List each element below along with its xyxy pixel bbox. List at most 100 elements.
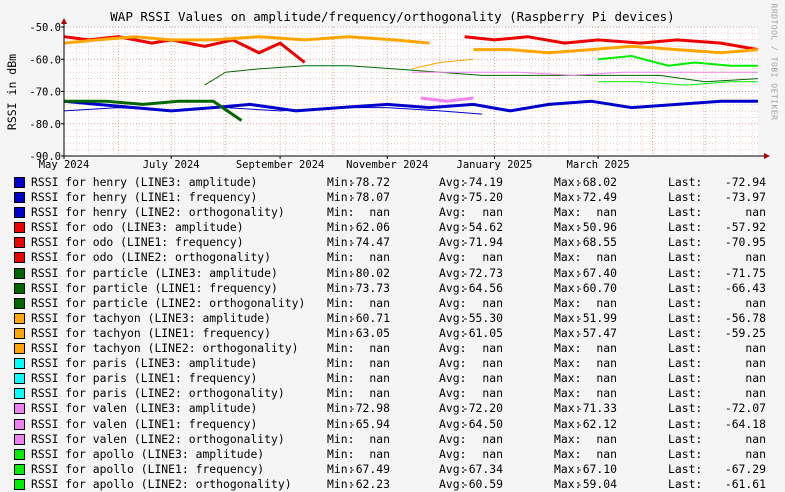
legend-last-label: Last:	[668, 401, 703, 416]
legend-min-value: -63.05	[348, 325, 390, 340]
legend-max-label: Max:	[554, 401, 582, 416]
legend-avg-value: nan	[482, 431, 503, 446]
y-tick-label: -60.0	[29, 54, 61, 66]
legend-row: RSSI for apollo (LINE1: frequency) Min: -6…	[14, 462, 774, 477]
legend-swatch	[14, 297, 25, 309]
legend-series-name: RSSI for valen (LINE1: frequency)	[31, 416, 258, 431]
legend-max-value: -60.70	[575, 280, 617, 295]
legend-avg-value: -55.30	[461, 310, 503, 325]
legend-last-label: Last:	[668, 190, 703, 205]
legend-max-value: -50.96	[575, 220, 617, 235]
legend-max-value: nan	[596, 446, 617, 461]
legend-max-value: nan	[596, 205, 617, 220]
legend-avg-label: Avg:	[439, 325, 467, 340]
x-tick-label: September 2024	[236, 159, 325, 171]
legend-max-value: -68.02	[575, 175, 617, 189]
legend-row: RSSI for tachyon (LINE3: amplitude) Min: -…	[14, 311, 774, 326]
legend-max-value: nan	[596, 341, 617, 356]
legend-min-value: -65.94	[348, 416, 390, 431]
legend-last-label: Last:	[668, 431, 703, 446]
legend-row: RSSI for henry (LINE1: frequency) Min: -78…	[14, 190, 774, 205]
legend-last-value: -57.92	[724, 220, 766, 235]
legend-last-label: Last:	[668, 280, 703, 295]
legend-avg-label: Avg:	[439, 280, 467, 295]
legend-min-value: -80.02	[348, 265, 390, 280]
chart-title: WAP RSSI Values on amplitude/frequency/o…	[110, 9, 675, 24]
legend-avg-value: nan	[482, 356, 503, 371]
legend-min-label: Min:	[327, 416, 355, 431]
legend-min-value: nan	[369, 371, 390, 386]
legend-last-value: nan	[745, 295, 766, 310]
legend-series-name: RSSI for paris (LINE1: frequency)	[31, 371, 258, 386]
legend-min-label: Min:	[327, 325, 355, 340]
legend-min-label: Min:	[327, 265, 355, 280]
legend-min-value: -62.06	[348, 220, 390, 235]
rrdtool-watermark: RRDTOOL / TOBI OETIKER	[769, 3, 779, 121]
legend-avg-label: Avg:	[439, 310, 467, 325]
legend-avg-label: Avg:	[439, 371, 467, 386]
legend-series-name: RSSI for valen (LINE2: orthogonality)	[31, 431, 285, 446]
legend-last-value: -64.18	[724, 416, 766, 431]
legend-avg-value: -61.05	[461, 325, 503, 340]
legend-series-name: RSSI for tachyon (LINE1: frequency)	[31, 325, 272, 340]
legend-avg-label: Avg:	[439, 461, 467, 476]
legend-max-value: nan	[596, 356, 617, 371]
legend-row: RSSI for valen (LINE1: frequency) Min: -65…	[14, 417, 774, 432]
legend-max-label: Max:	[554, 295, 582, 310]
legend-last-value: -61.61	[724, 476, 766, 491]
legend-swatch	[14, 282, 25, 294]
legend-last-value: nan	[745, 341, 766, 356]
legend-row: RSSI for particle (LINE3: amplitude) Min:…	[14, 266, 774, 281]
legend-series-name: RSSI for henry (LINE3: amplitude)	[31, 175, 258, 189]
legend-series-name: RSSI for tachyon (LINE2: orthogonality)	[31, 341, 299, 356]
legend-min-label: Min:	[327, 356, 355, 371]
legend-min-label: Min:	[327, 401, 355, 416]
legend-swatch	[14, 252, 25, 264]
legend-avg-label: Avg:	[439, 235, 467, 250]
legend-min-value: nan	[369, 386, 390, 401]
legend-swatch	[14, 478, 25, 490]
legend-series-name: RSSI for odo (LINE3: amplitude)	[31, 220, 244, 235]
series-apollo	[598, 54, 758, 67]
x-tick-label: November 2024	[346, 159, 428, 171]
legend-swatch	[14, 312, 25, 324]
legend-last-value: -72.94	[724, 175, 766, 189]
legend-last-label: Last:	[668, 220, 703, 235]
series-odo	[464, 35, 759, 52]
legend-swatch	[14, 403, 25, 415]
x-tick-label: January 2025	[457, 159, 533, 171]
legend-min-value: -62.23	[348, 476, 390, 491]
legend-last-label: Last:	[668, 371, 703, 386]
y-tick-label: -90.0	[29, 151, 61, 163]
legend-last-value: -72.07	[724, 401, 766, 416]
legend-swatch	[14, 192, 25, 204]
legend-avg-label: Avg:	[439, 220, 467, 235]
legend-avg-value: -74.19	[461, 175, 503, 189]
legend-last-label: Last:	[668, 416, 703, 431]
legend-min-value: nan	[369, 356, 390, 371]
series-particle	[64, 99, 243, 122]
legend-avg-label: Avg:	[439, 446, 467, 461]
legend-max-label: Max:	[554, 431, 582, 446]
series-tachyon	[473, 44, 759, 55]
legend-swatch	[14, 267, 25, 279]
legend-avg-label: Avg:	[439, 265, 467, 280]
y-tick-label: -70.0	[29, 87, 61, 99]
legend-min-value: nan	[369, 295, 390, 310]
series-particle	[204, 65, 759, 86]
legend-row: RSSI for henry (LINE2: orthogonality) Min…	[14, 205, 774, 220]
legend-max-value: -51.99	[575, 310, 617, 325]
legend-min-value: -67.49	[348, 461, 390, 476]
legend-max-label: Max:	[554, 356, 582, 371]
legend-avg-label: Avg:	[439, 401, 467, 416]
legend-max-label: Max:	[554, 461, 582, 476]
series-lines	[63, 35, 759, 122]
series-tachyon	[63, 35, 430, 45]
x-tick-label: March 2025	[567, 159, 630, 171]
legend-min-value: nan	[369, 431, 390, 446]
legend-avg-label: Avg:	[439, 356, 467, 371]
legend-avg-value: -71.94	[461, 235, 503, 250]
plot-background	[64, 27, 758, 156]
legend-row: RSSI for odo (LINE3: amplitude) Min: -62.0…	[14, 220, 774, 235]
legend-swatch	[14, 177, 25, 188]
